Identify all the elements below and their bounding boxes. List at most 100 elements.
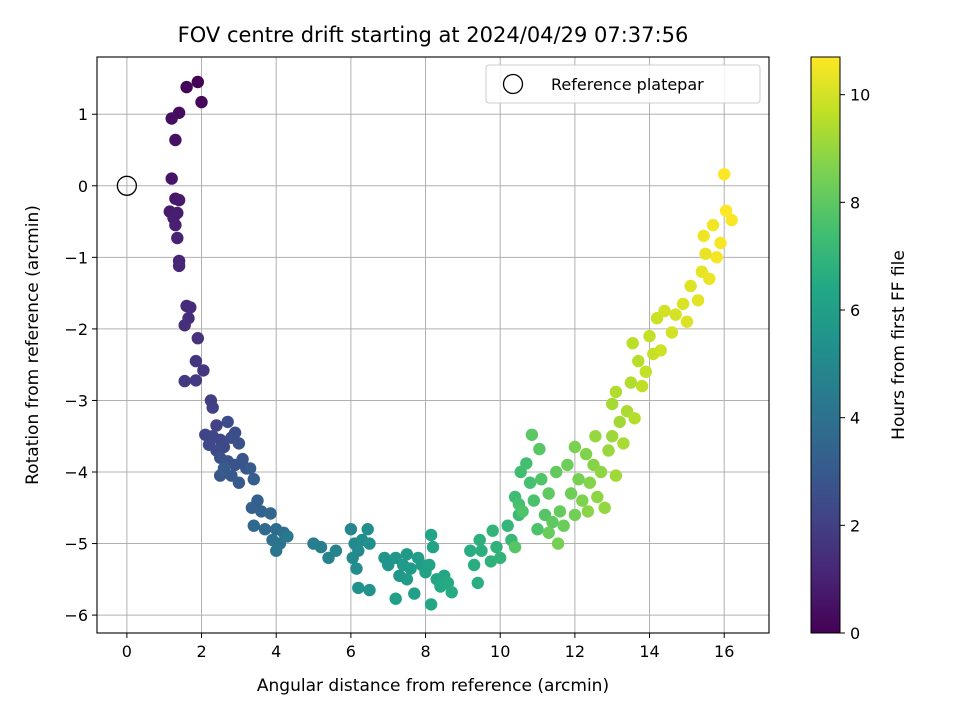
scatter-point: [535, 473, 548, 486]
scatter-point: [684, 279, 697, 293]
scatter-point: [579, 447, 593, 461]
scatter-point: [718, 168, 731, 181]
scatter-point: [628, 412, 641, 425]
scatter-point: [490, 540, 503, 554]
chart-title: FOV centre drift starting at 2024/04/29 …: [178, 23, 689, 47]
scatter-point: [344, 523, 358, 536]
scatter-point: [191, 332, 204, 345]
scatter-point: [314, 540, 328, 554]
x-tick-label: 2: [196, 642, 206, 661]
scatter-point: [243, 462, 257, 475]
scatter-point: [484, 555, 498, 568]
scatter-point: [494, 551, 507, 565]
scatter-point: [527, 494, 540, 507]
x-tick-label: 6: [346, 642, 356, 661]
scatter-point: [389, 592, 402, 605]
scatter-point: [598, 501, 611, 514]
scatter-point: [632, 354, 645, 368]
colorbar-tick-label: 10: [850, 86, 870, 105]
scatter-point: [576, 494, 589, 507]
scatter-point: [609, 469, 623, 482]
scatter-point: [531, 523, 544, 536]
scatter-point: [247, 473, 260, 486]
scatter-point: [189, 354, 203, 368]
scatter-point: [542, 526, 555, 539]
scatter-point: [546, 515, 559, 529]
scatter-point: [719, 204, 733, 217]
colorbar-tick-label: 6: [850, 301, 860, 320]
scatter-point: [424, 528, 438, 542]
legend: Reference platepar: [485, 64, 761, 104]
colorbar-tick-label: 0: [850, 624, 860, 643]
scatter-point: [221, 415, 234, 429]
scatter-point: [617, 437, 630, 450]
y-tick-label: −2: [64, 320, 88, 339]
scatter-point: [247, 519, 260, 532]
scatter-point: [639, 365, 652, 378]
scatter-point: [178, 374, 191, 388]
scatter-point: [613, 415, 626, 429]
y-tick-label: 1: [78, 105, 88, 124]
scatter-point: [572, 473, 585, 486]
scatter-point: [551, 537, 565, 550]
scatter-point: [400, 573, 414, 586]
scatter-point: [258, 523, 272, 536]
scatter-point: [624, 376, 638, 389]
scatter-point: [169, 218, 182, 232]
scatter-point: [361, 523, 374, 536]
plot-frame: [96, 56, 770, 634]
scatter-point: [171, 231, 184, 245]
scatter-point: [626, 337, 639, 350]
scatter-point: [424, 598, 438, 611]
y-axis-label: Rotation from reference (arcmin): [23, 205, 43, 485]
x-tick-label: 14: [639, 642, 659, 661]
x-tick-label: 8: [420, 642, 430, 661]
scatter-point: [665, 326, 679, 339]
scatter-point: [643, 329, 656, 343]
scatter-point: [676, 297, 690, 311]
scatter-point: [594, 465, 608, 479]
scatter-point: [178, 319, 191, 332]
legend-box: [485, 64, 761, 104]
scatter-point: [568, 508, 582, 522]
y-tick-label: −1: [64, 248, 88, 267]
scatter-point: [523, 476, 537, 489]
scatter-point: [703, 272, 716, 285]
legend-entry: Reference platepar: [551, 75, 704, 94]
scatter-point: [329, 544, 343, 557]
x-axis-label: Angular distance from reference (arcmin): [257, 676, 609, 696]
x-tick-label: 16: [714, 642, 734, 661]
scatter-point: [352, 581, 365, 595]
scatter-point: [206, 401, 219, 414]
scatter-point: [516, 505, 529, 518]
scatter-point: [606, 430, 619, 443]
scatter-point: [165, 112, 178, 125]
scatter-point: [270, 544, 283, 557]
y-tick-label: −4: [64, 463, 88, 482]
y-tick-label: −3: [64, 391, 88, 410]
scatter-point: [184, 301, 197, 314]
scatter-point: [691, 294, 705, 307]
colorbar: 0 2 4 6 8 10 Hours from first FF file: [810, 56, 909, 643]
y-tick-label: −6: [64, 606, 88, 625]
scatter-point: [533, 442, 546, 456]
x-tick-label: 0: [122, 642, 132, 661]
scatter-point: [189, 374, 203, 387]
x-tick-label: 4: [271, 642, 281, 661]
scatter-point: [228, 426, 242, 439]
scatter-points: [163, 75, 738, 611]
scatter-point: [191, 75, 204, 89]
scatter-point: [195, 95, 208, 109]
scatter-point: [714, 236, 727, 250]
scatter-point: [197, 364, 210, 377]
scatter-point: [564, 487, 578, 500]
scatter-point: [255, 505, 268, 518]
reference-point-marker: [116, 175, 138, 196]
scatter-point: [508, 540, 522, 554]
scatter-point: [180, 80, 193, 94]
scatter-point: [486, 524, 499, 537]
scatter-point: [464, 544, 477, 557]
scatter-point: [501, 519, 514, 532]
scatter-point: [583, 476, 596, 489]
scatter-point: [553, 505, 567, 518]
